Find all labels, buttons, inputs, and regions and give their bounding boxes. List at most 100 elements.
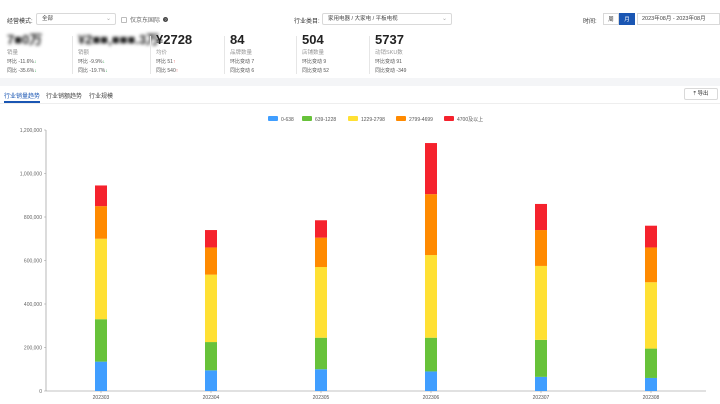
- upload-icon: ⤒: [693, 91, 696, 97]
- legend-swatch: [444, 116, 454, 121]
- bar-segment: [205, 342, 217, 371]
- metric-value: 7■0万: [7, 32, 43, 47]
- metric-yoy: 同比变动 6: [230, 68, 255, 74]
- metric-sales-volume: 7■0万 销量 环比 -11.6%↓ 同比 -35.6%↓: [7, 32, 42, 74]
- bar-segment: [535, 376, 547, 391]
- chart-tabs: 行业销量趋势 行业销额趋势 行业规模: [0, 86, 720, 104]
- metric-mom: 环比 51↑: [156, 59, 176, 65]
- legend-label: 2799-4699: [409, 117, 433, 123]
- legend-swatch: [302, 116, 312, 121]
- chevron-down-icon: ⌄: [105, 16, 111, 22]
- bar-segment: [425, 194, 437, 256]
- metric-name: 品牌数量: [230, 50, 253, 56]
- metric-yoy: 同比 540↑: [156, 68, 179, 74]
- metric-value: 504: [302, 32, 324, 47]
- business-mode-value: 全部: [42, 16, 54, 22]
- metric-mom: 环比变动 9: [302, 59, 327, 65]
- x-tick-label: 202308: [643, 395, 660, 401]
- metric-brand-count: 84 品牌数量 环比变动 7 同比变动 6: [230, 32, 254, 74]
- industry-category-value: 家用电器 / 大家电 / 平板电视: [328, 16, 398, 22]
- business-mode-label: 经营模式:: [7, 19, 33, 25]
- y-tick-label: 1,000,000: [20, 172, 42, 178]
- bar-segment: [535, 265, 547, 340]
- bar-segment: [315, 267, 327, 338]
- bar-segment: [425, 255, 437, 338]
- period-month-button[interactable]: 月: [619, 13, 635, 25]
- arrow-down-icon: ↓: [105, 68, 108, 74]
- metric-value: 84: [230, 32, 245, 47]
- legend-label: 0-638: [281, 117, 294, 123]
- bar-segment: [95, 238, 107, 320]
- export-label: 导出: [697, 91, 709, 97]
- x-tick-label: 202307: [533, 395, 550, 401]
- metrics-row: 7■0万 销量 环比 -11.6%↓ 同比 -35.6%↓ ¥2■■,■■■.3…: [0, 32, 720, 77]
- bar-segment: [205, 274, 217, 343]
- legend-swatch: [348, 116, 358, 121]
- tab-sales-volume-trend[interactable]: 行业销量趋势: [4, 94, 41, 100]
- only-jd-international-toggle[interactable]: 仅京东国际 ?: [121, 15, 169, 24]
- legend-label: 639-1228: [315, 117, 336, 123]
- metric-yoy: 同比变动 -349: [375, 68, 407, 74]
- bar-segment: [645, 247, 657, 283]
- metric-name: 店铺数量: [302, 50, 325, 56]
- arrow-up-icon: ↑: [172, 59, 176, 65]
- only-jd-international-label: 仅京东国际: [130, 18, 161, 24]
- bar-segment: [535, 339, 547, 377]
- bar-segment: [315, 237, 327, 268]
- divider: [296, 36, 297, 74]
- bar-segment: [535, 203, 547, 231]
- divider: [150, 36, 151, 74]
- business-mode-select[interactable]: 全部 ⌄: [36, 13, 116, 25]
- y-tick-label: 1,200,000: [20, 128, 42, 134]
- y-tick-label: 600,000: [24, 259, 42, 265]
- metric-name: 均价: [156, 50, 168, 56]
- bar-segment: [645, 377, 657, 391]
- divider: [369, 36, 370, 74]
- bar-segment: [205, 230, 217, 248]
- metric-yoy: 同比 -19.7%↓: [78, 68, 108, 74]
- metric-active-sku-count: 5737 动销SKU数 环比变动 91 同比变动 -349: [375, 32, 406, 74]
- arrow-down-icon: ↓: [102, 59, 105, 65]
- industry-category-select[interactable]: 家用电器 / 大家电 / 平板电视 ⌄: [322, 13, 452, 25]
- legend-label: 1229-2798: [361, 117, 385, 123]
- section-separator: [0, 78, 720, 86]
- period-week-button[interactable]: 周: [603, 13, 619, 25]
- tab-industry-scale[interactable]: 行业规模: [89, 94, 114, 100]
- active-tab-indicator: [4, 101, 40, 103]
- legend-swatch: [268, 116, 278, 121]
- divider: [72, 36, 73, 74]
- arrow-down-icon: ↓: [34, 68, 37, 74]
- legend-swatch: [396, 116, 406, 121]
- y-tick-label: 400,000: [24, 302, 42, 308]
- time-label: 时间:: [583, 19, 597, 25]
- y-tick-label: 800,000: [24, 215, 42, 221]
- metric-average-price: ¥2728 均价 环比 51↑ 同比 540↑: [156, 32, 192, 74]
- metric-mom: 环比变动 7: [230, 59, 255, 65]
- stacked-bar-chart: 0-638 639-1228 1229-2798 2799-4699 4700及以上 0 2…: [20, 116, 706, 401]
- divider: [224, 36, 225, 74]
- bar-segment: [425, 371, 437, 391]
- x-tick-label: 202305: [313, 395, 330, 401]
- metric-name: 动销SKU数: [375, 50, 403, 56]
- legend-label: 4700及以上: [457, 116, 483, 123]
- metric-mom: 环比 -9.9%↓: [78, 59, 105, 65]
- checkbox[interactable]: [121, 16, 127, 23]
- x-tick-label: 202303: [93, 395, 110, 401]
- bar-segment: [315, 369, 327, 391]
- chevron-down-icon: ⌄: [441, 16, 447, 22]
- metric-mom: 环比变动 91: [375, 59, 402, 65]
- help-icon[interactable]: ?: [163, 17, 169, 22]
- bar-segment: [315, 220, 327, 238]
- bar-segment: [315, 337, 327, 370]
- metric-value: ¥2728: [156, 32, 193, 47]
- date-range-picker[interactable]: 2023年08月 - 2023年08月: [637, 13, 720, 25]
- tab-sales-amount-trend[interactable]: 行业销额趋势: [46, 94, 83, 100]
- y-tick-label: 200,000: [24, 346, 42, 352]
- bar-segment: [95, 361, 107, 391]
- bar-segment: [535, 230, 547, 266]
- industry-category-label: 行业类目:: [294, 19, 320, 25]
- bar-segment: [95, 206, 107, 239]
- export-button[interactable]: ⤒ 导出: [684, 88, 718, 100]
- arrow-down-icon: ↓: [33, 59, 37, 65]
- metric-sales-amount: ¥2■■,■■■.3万 销额 环比 -9.9%↓ 同比 -19.7%↓: [78, 32, 159, 74]
